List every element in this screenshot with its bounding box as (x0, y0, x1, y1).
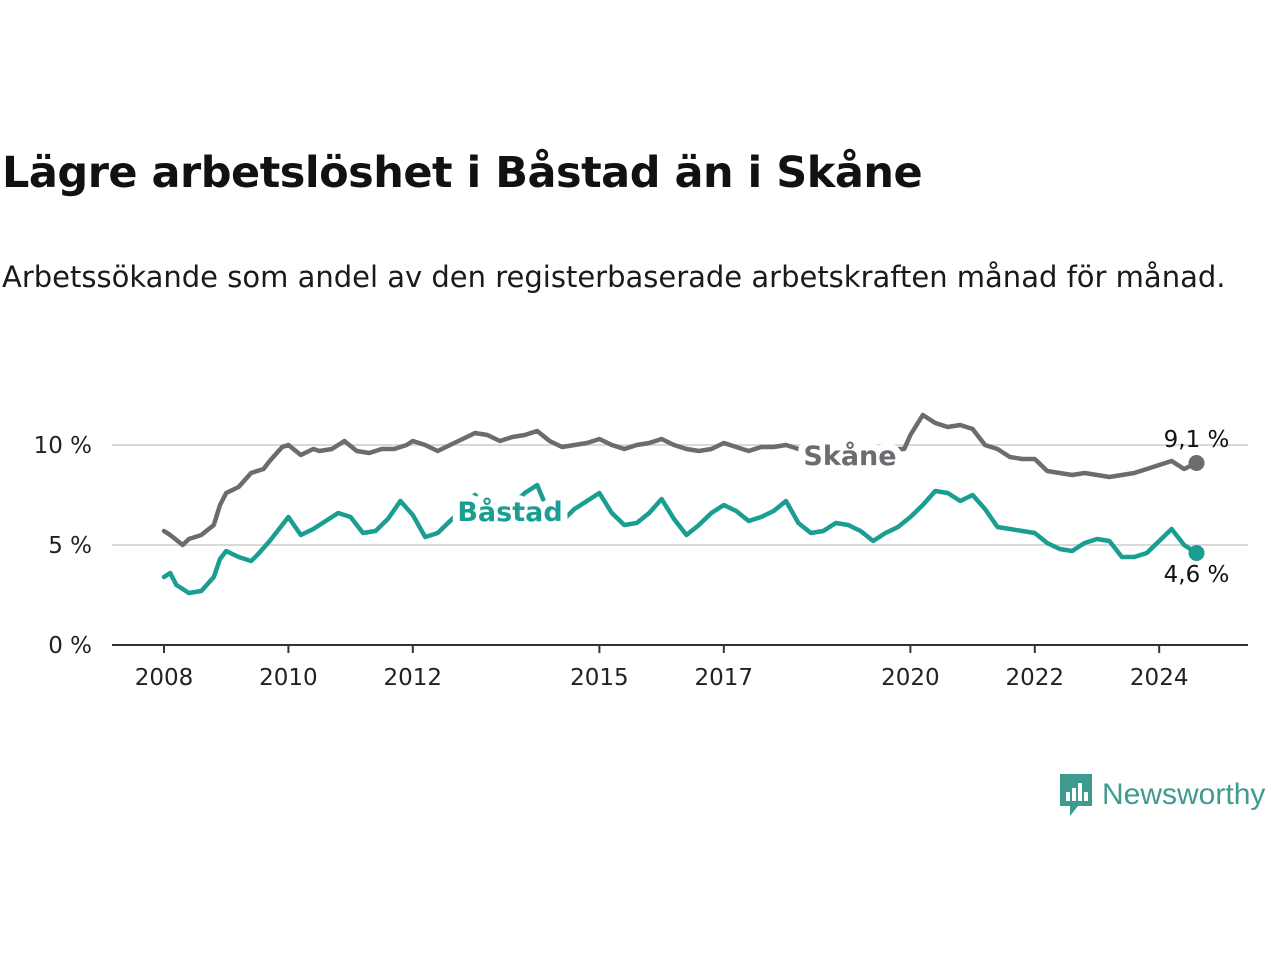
series-label-halo: Skåne (803, 440, 896, 472)
newsworthy-logo-icon (1060, 774, 1092, 816)
brand-name: Newsworthy (1102, 778, 1266, 811)
end-point-marker (1188, 545, 1205, 561)
x-tick-label: 2015 (570, 665, 629, 691)
y-tick-label: 5 % (48, 533, 92, 559)
axes: 0 % 5 % 10 % 2008 2010 2012 2015 2017 2020 2022 20… (34, 433, 1248, 691)
x-tick-label: 2024 (1130, 665, 1189, 691)
end-point-marker (1188, 455, 1205, 471)
y-tick-label: 0 % (48, 633, 92, 659)
end-value-label: 4,6 % (1164, 562, 1230, 588)
end-value-label: 9,1 % (1164, 427, 1230, 453)
x-tick-label: 2020 (881, 665, 940, 691)
series (161, 412, 1205, 596)
x-tick-label: 2012 (384, 665, 443, 691)
series-label-halo: Båstad (457, 496, 562, 528)
series-label: Båstad (457, 496, 562, 528)
series-label: Skåne (803, 440, 896, 472)
x-tick-label: 2010 (259, 665, 318, 691)
brand: Newsworthy (1058, 772, 1265, 818)
chart-subtitle: Arbetssökande som andel av den registerb… (2, 260, 1226, 294)
y-tick-label: 10 % (34, 433, 92, 459)
chart-title: Lägre arbetslöshet i Båstad än i Skåne (2, 148, 923, 198)
x-tick-label: 2008 (135, 665, 194, 691)
line-chart: 0 % 5 % 10 % 2008 2010 2012 2015 2017 2020 2022 20… (34, 412, 1248, 691)
series-line-sk-ne (161, 412, 1199, 548)
x-tick-label: 2017 (695, 665, 754, 691)
x-tick-label: 2022 (1006, 665, 1065, 691)
series-line-b-stad (161, 482, 1199, 596)
